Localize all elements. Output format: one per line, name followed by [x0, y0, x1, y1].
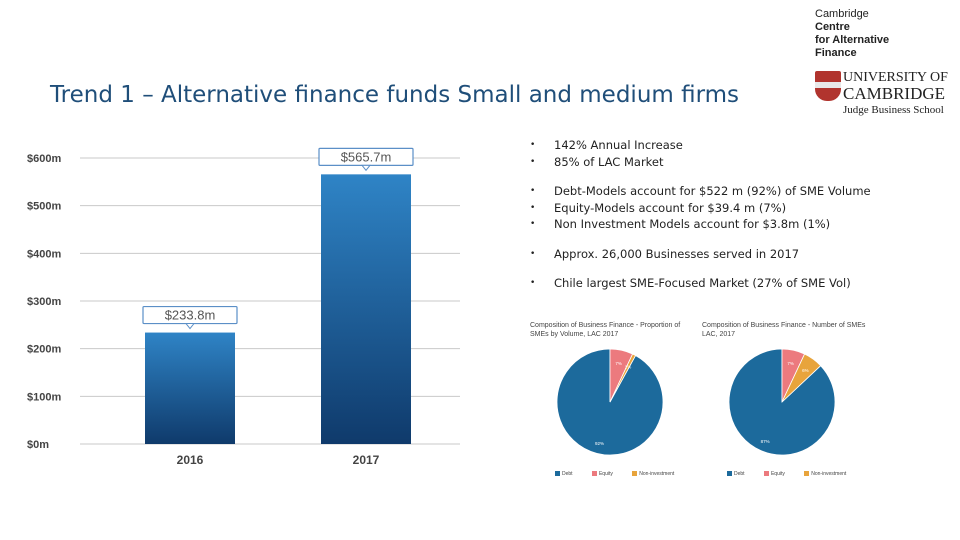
bullet-text: 142% Annual Increase	[554, 138, 683, 152]
pie-chart-volume: Composition of Business Finance - Propor…	[530, 322, 695, 482]
pie-data-label: 7%	[787, 361, 794, 366]
data-label: $565.7m	[341, 149, 392, 164]
logo-line-3: for Alternative	[815, 34, 890, 46]
legend-label: Non-investment	[811, 471, 847, 477]
data-label-pointer	[360, 164, 372, 172]
pie-slice	[781, 353, 822, 403]
bullet-text: Chile largest SME-Focused Market (27% of…	[554, 276, 851, 290]
data-label: $233.8m	[165, 308, 216, 323]
pie-data-label: 92%	[595, 441, 604, 446]
ccaf-logo: Cambridge Centre for Alternative Finance…	[815, 8, 955, 116]
pie-svg: 87% 7% 6%	[728, 348, 836, 456]
y-tick-label: $500m	[27, 201, 61, 213]
bullet-item: • 85% of LAC Market	[530, 154, 664, 169]
judge-business-school-text: Judge Business School	[843, 104, 944, 116]
logo-line-2: Centre	[815, 21, 850, 33]
legend-label: Debt	[734, 471, 745, 477]
bar-chart: $0m $100m $200m $300m $400m $500m $600m $233.8m…	[27, 147, 460, 467]
bullet-text: Debt-Models account for $522 m (92%) of …	[554, 184, 871, 198]
y-tick-label: $300m	[27, 296, 61, 308]
legend-label: Equity	[598, 471, 613, 477]
university-of-text: UNIVERSITY OF	[843, 70, 948, 85]
bar	[145, 332, 235, 444]
legend-item: Debt	[727, 471, 745, 477]
bullet-item: • Non Investment Models account for $3.8m…	[530, 217, 831, 231]
legend-item: Non-investment	[804, 471, 846, 477]
y-tick-label: $400m	[27, 248, 61, 260]
logo-line-4: Finance	[815, 47, 857, 59]
bullet-group: • 142% Annual Increase • 85% of LAC Market	[530, 137, 940, 170]
legend-item: Equity	[591, 471, 613, 477]
legend-label: Non-investment	[639, 471, 675, 477]
pie-svg: 92% 7%1%	[556, 348, 664, 456]
pie-chart-number: Composition of Business Finance - Number…	[702, 322, 867, 482]
bullet-item: • 142% Annual Increase	[530, 138, 683, 152]
legend-label: Equity	[770, 471, 785, 477]
pie-title: Composition of Business Finance - Number…	[702, 322, 866, 338]
bullet-text: Approx. 26,000 Businesses served in 2017	[554, 246, 800, 261]
bullet-item: • Debt-Models account for $522 m (92%) of…	[530, 184, 871, 198]
bullet-group: • Approx. 26,000 Businesses served in 201…	[530, 246, 940, 263]
university-logo: UNIVERSITY OF CAMBRIDGE Judge Business S…	[815, 70, 955, 127]
x-tick-label: 2017	[353, 453, 380, 467]
bullet-item: • Equity-Models account for $39.4 m (7%)	[530, 200, 787, 215]
bullet-text: Non Investment Models account for $3.8m …	[554, 217, 831, 231]
legend-item: Non-investment	[632, 471, 674, 477]
pie-title: Composition of Business Finance - Propor…	[530, 322, 681, 338]
slide-title: Trend 1 – Alternative finance funds Smal…	[50, 82, 740, 108]
pie-data-label: 6%	[802, 368, 809, 373]
bullet-item: • Chile largest SME-Focused Market (27% o…	[530, 276, 851, 290]
logo-line-1: Cambridge	[815, 8, 869, 20]
bullet-list: • 142% Annual Increase • 85% of LAC Market…	[530, 137, 940, 305]
pie-legend: Debt Equity Non-investment	[555, 471, 692, 477]
pie-data-label: 87%	[761, 439, 770, 444]
cambridge-shield-icon	[815, 71, 841, 101]
y-tick-label: $200m	[27, 344, 61, 356]
pie-slice	[609, 353, 637, 403]
x-tick-label: 2016	[177, 453, 204, 467]
legend-label: Debt	[562, 471, 573, 477]
pie-data-label: 1%	[625, 365, 632, 370]
bar	[321, 174, 411, 444]
y-tick-label: $600m	[27, 153, 61, 165]
bullet-text: 85% of LAC Market	[554, 154, 664, 169]
bullet-group: • Debt-Models account for $522 m (92%) of…	[530, 183, 940, 233]
cambridge-text: CAMBRIDGE	[843, 84, 946, 103]
pie-legend: Debt Equity Non-investment	[727, 471, 864, 477]
data-label-pointer	[184, 323, 196, 330]
bullet-item: • Approx. 26,000 Businesses served in 201…	[530, 246, 800, 261]
y-tick-label: $0m	[27, 439, 49, 451]
legend-item: Debt	[555, 471, 573, 477]
y-tick-label: $100m	[27, 391, 61, 403]
bullet-group: • Chile largest SME-Focused Market (27% o…	[530, 275, 940, 292]
pie-data-label: 7%	[615, 361, 622, 366]
legend-item: Equity	[763, 471, 785, 477]
bullet-text: Equity-Models account for $39.4 m (7%)	[554, 200, 787, 215]
